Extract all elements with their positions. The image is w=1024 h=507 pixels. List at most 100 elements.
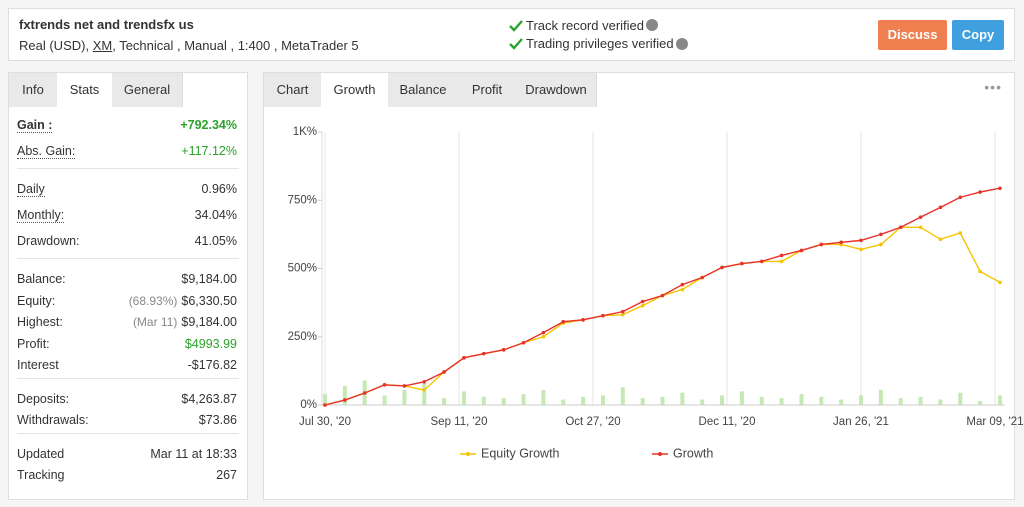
stat-value-wrap: 267: [216, 465, 237, 485]
series-point: [343, 398, 347, 402]
stat-value: $9,184.00: [181, 272, 237, 286]
stat-value: 0.96%: [201, 182, 237, 196]
x-tick-label: Jul 30, '20: [299, 416, 351, 428]
x-tick-label: Dec 11, '20: [699, 416, 756, 428]
bar: [640, 398, 645, 405]
bar: [481, 396, 486, 405]
series-point: [640, 299, 645, 304]
stat-label: Equity:: [17, 293, 56, 308]
stat-value: $4,263.87: [181, 391, 237, 406]
discuss-button[interactable]: Discuss: [878, 20, 947, 50]
series-point: [482, 351, 486, 356]
series-point: [521, 340, 526, 345]
stat-value: $6,330.50: [181, 293, 237, 308]
copy-button[interactable]: Copy: [952, 20, 1004, 50]
series-point: [362, 391, 367, 395]
stat-value-wrap: $9,184.00: [181, 269, 237, 289]
bar: [323, 394, 327, 405]
stat-value-wrap: -$176.82: [188, 355, 237, 375]
series-point: [541, 330, 546, 335]
stat-row: Daily 0.96%: [17, 179, 237, 199]
tab[interactable]: General: [112, 73, 183, 107]
series-point: [918, 225, 923, 230]
series-point: [898, 225, 903, 230]
stat-value-wrap: 34.04%: [195, 205, 237, 225]
stat-row: Equity: (68.93%) $6,330.50: [17, 291, 237, 311]
y-tick-label: 250%: [288, 331, 317, 343]
stat-row: Drawdown: 41.05%: [17, 231, 237, 251]
stat-label: Daily: [17, 182, 45, 197]
tab[interactable]: Profit: [458, 73, 517, 107]
bar: [700, 399, 705, 405]
legend-label: Growth: [673, 446, 713, 460]
stat-value: $9,184.00: [181, 315, 237, 329]
series-point: [958, 195, 963, 200]
stat-label: Gain :: [17, 118, 53, 133]
stat-label: Withdrawals:: [17, 413, 89, 427]
separator: [17, 432, 239, 434]
bar: [680, 392, 685, 405]
stat-value: 34.04%: [194, 208, 237, 222]
tab[interactable]: Drawdown: [516, 73, 597, 107]
stat-value-wrap: $73.86: [199, 410, 237, 430]
verified-text: Track record verified: [526, 18, 644, 33]
stat-value: Mar 11 at 18:33: [150, 446, 237, 461]
stat-row: Highest: (Mar 11) $9,184.00: [17, 312, 237, 332]
bar: [759, 396, 764, 405]
stat-value-wrap: $4,263.87: [181, 389, 237, 409]
series-point: [998, 280, 1002, 285]
stat-row: Withdrawals: $73.86: [17, 410, 237, 430]
stat-value: -$176.82: [187, 358, 237, 372]
broker-link[interactable]: XM: [92, 38, 113, 53]
series-line: [324, 226, 1001, 406]
bar: [581, 396, 586, 405]
series-point: [620, 312, 625, 317]
check-icons: [509, 20, 523, 50]
tab[interactable]: Growth: [321, 73, 389, 107]
series-point: [680, 282, 685, 287]
series-point: [819, 242, 824, 247]
bar: [878, 389, 883, 405]
stat-row: Profit: $4993.99: [17, 334, 237, 354]
stat-value-wrap: 41.05%: [195, 231, 237, 251]
legend-marker: [466, 452, 470, 456]
x-tick-label: Jan 26, '21: [833, 416, 889, 428]
tab[interactable]: Stats: [57, 73, 113, 107]
bar: [799, 394, 804, 405]
more-menu[interactable]: •••: [984, 79, 1002, 95]
series-point: [978, 269, 982, 274]
series-point: [382, 382, 387, 387]
stat-value: $4993.99: [184, 336, 237, 351]
tab[interactable]: Chart: [264, 73, 322, 107]
bar: [839, 399, 844, 405]
series-point: [620, 309, 625, 314]
series-point: [938, 237, 943, 242]
tab[interactable]: Balance: [388, 73, 459, 107]
bar: [660, 396, 665, 405]
bar: [720, 395, 725, 405]
legend-label: Equity Growth: [481, 446, 560, 460]
bar: [938, 399, 943, 405]
bar: [998, 395, 1002, 405]
stat-value-wrap: 0.96%: [202, 179, 237, 199]
bar: [600, 395, 605, 405]
stat-label: Profit:: [17, 336, 50, 351]
series-point: [660, 293, 665, 298]
subtitle: Real (USD), XM, Technical , Manual , 1:4…: [19, 38, 359, 53]
stat-label: Balance:: [17, 272, 66, 286]
stat-note: (Mar 11): [132, 315, 178, 329]
series-point: [541, 334, 546, 339]
series-point: [680, 287, 685, 292]
chart-panel: ••• Chart Growth Balance Profit Drawdown: [263, 72, 1015, 500]
x-tick-label: Oct 27, '20: [565, 416, 620, 428]
account-details: , Technical , Manual , 1:400 , MetaTrade…: [112, 38, 359, 53]
bar: [561, 399, 566, 405]
bar: [620, 387, 625, 405]
series-point: [779, 259, 784, 264]
series-point: [442, 370, 446, 374]
series-point: [998, 186, 1002, 191]
bar: [898, 398, 903, 405]
series-point: [323, 403, 327, 407]
